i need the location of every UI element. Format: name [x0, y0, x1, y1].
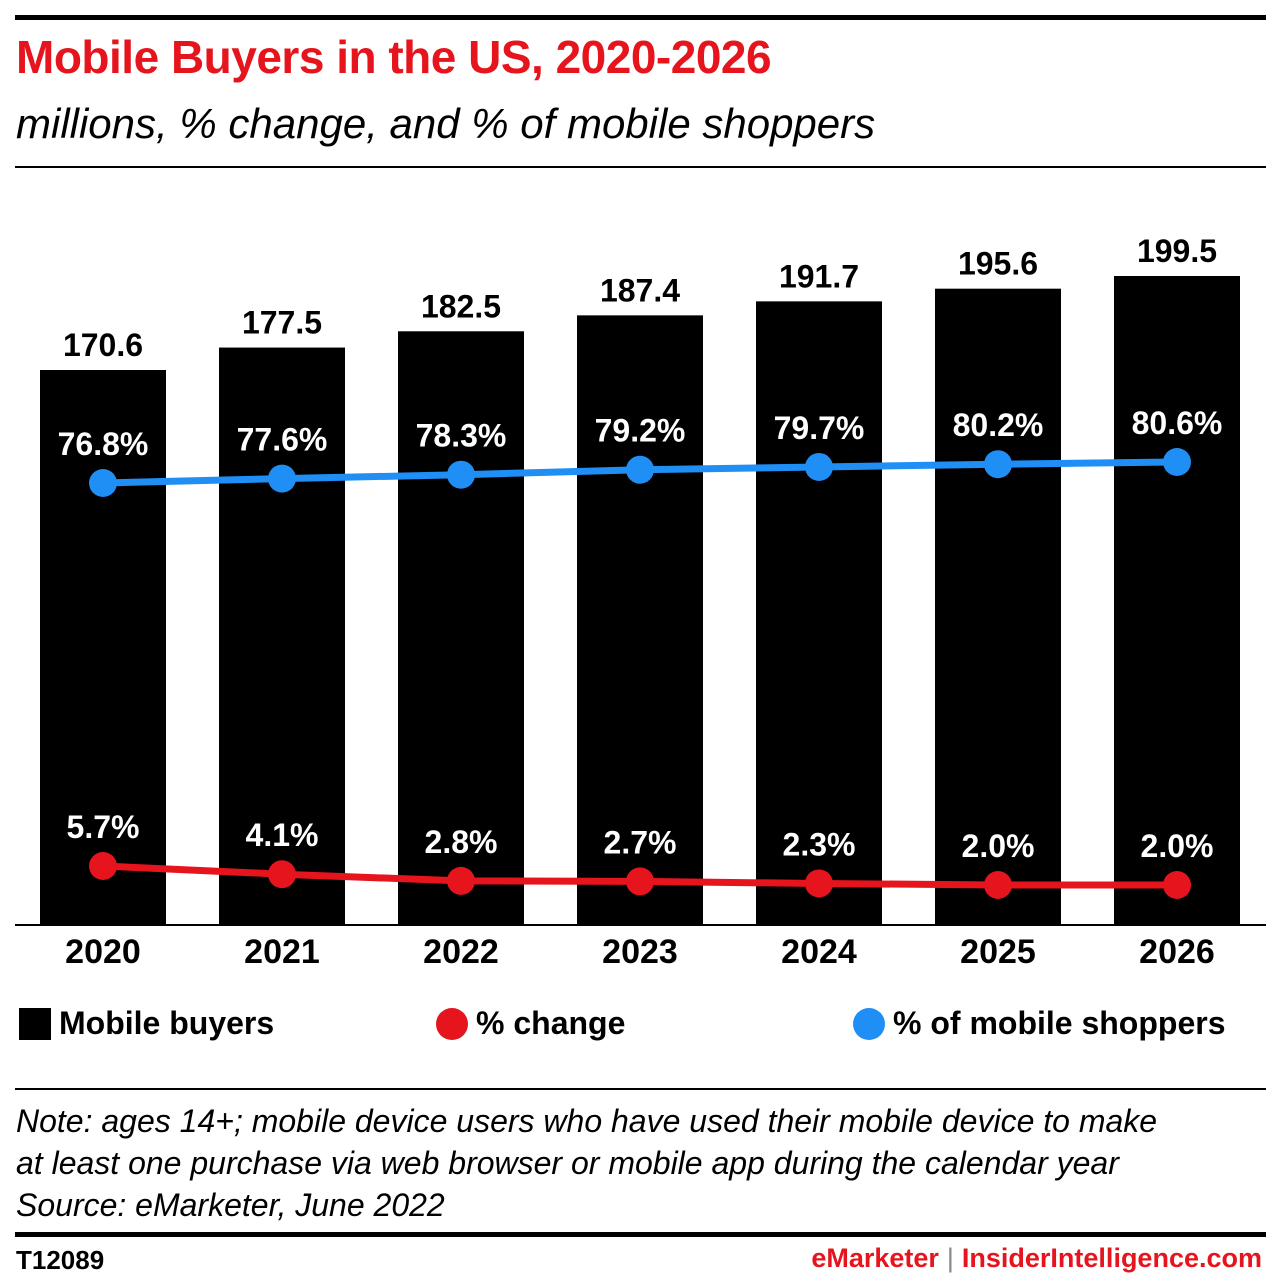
share-label-2025: 80.2%	[953, 407, 1044, 443]
chart-area: 170.6 177.5 182.5 187.4 191.7 195.6 199.5 76.8%…	[15, 233, 1266, 971]
share-point-2025	[984, 450, 1012, 479]
bar-2025	[935, 288, 1061, 925]
change-point-2026	[1163, 871, 1191, 899]
change-label-2023: 2.7%	[604, 824, 677, 860]
chart-note: Note: ages 14+; mobile device users who …	[16, 1100, 1157, 1226]
note-line-2: at least one purchase via web browser or…	[16, 1145, 1119, 1181]
share-label-2022: 78.3%	[416, 418, 507, 454]
bar-value-label-2022: 182.5	[421, 288, 501, 324]
bar-2022	[398, 331, 524, 925]
bar-value-label-2026: 199.5	[1137, 233, 1217, 269]
legend-label-share: % of mobile shoppers	[893, 1005, 1226, 1041]
change-label-2025: 2.0%	[962, 828, 1035, 864]
x-tick-label-2026: 2026	[1139, 933, 1215, 971]
change-label-2020: 5.7%	[67, 809, 140, 845]
change-label-2024: 2.3%	[783, 826, 856, 862]
legend-label-change: % change	[476, 1005, 626, 1041]
share-point-2024	[805, 452, 833, 481]
x-axis-baseline	[15, 924, 1266, 926]
change-point-2025	[984, 871, 1012, 899]
share-label-2020: 76.8%	[58, 426, 149, 462]
x-tick-label-2025: 2025	[960, 933, 1036, 971]
share-point-2020	[89, 469, 117, 497]
change-point-2021	[268, 860, 296, 889]
share-label-2024: 79.7%	[774, 410, 865, 446]
change-point-2023	[626, 867, 654, 896]
header-rule	[15, 166, 1266, 168]
bar-value-label-2025: 195.6	[958, 246, 1038, 282]
legend-blue-dot-icon	[853, 1007, 885, 1040]
top-rule	[15, 15, 1266, 20]
share-label-2026: 80.6%	[1132, 405, 1223, 441]
change-label-2021: 4.1%	[246, 817, 319, 853]
legend-label-buyers: Mobile buyers	[59, 1005, 275, 1041]
legend-item-share: % of mobile shoppers	[853, 1005, 1225, 1042]
chart-id: T12089	[16, 1245, 105, 1275]
bar-2023	[577, 315, 703, 925]
note-source: Source: eMarketer, June 2022	[16, 1187, 445, 1223]
change-label-2022: 2.8%	[425, 824, 498, 860]
legend-item-buyers: Mobile buyers	[19, 1005, 274, 1042]
share-label-2023: 79.2%	[595, 413, 686, 449]
x-tick-label-2023: 2023	[602, 933, 678, 971]
bar-2024	[756, 301, 882, 925]
change-label-2026: 2.0%	[1141, 828, 1214, 864]
change-point-2020	[89, 852, 117, 880]
brand-insider-intelligence: InsiderIntelligence.com	[961, 1243, 1262, 1273]
note-line-1: Note: ages 14+; mobile device users who …	[16, 1103, 1158, 1139]
x-tick-label-2024: 2024	[781, 933, 857, 971]
bar-value-label-2020: 170.6	[63, 327, 143, 363]
footer-rule	[15, 1232, 1266, 1237]
bar-2021	[219, 347, 345, 925]
x-tick-label-2021: 2021	[244, 933, 320, 971]
chart-legend: Mobile buyers % change % of mobile shopp…	[0, 1005, 1280, 1055]
brand-emarketer: eMarketer	[811, 1243, 939, 1273]
share-point-2022	[447, 460, 475, 489]
bar-2020	[40, 370, 166, 925]
bar-2026	[1114, 276, 1240, 925]
bar-value-label-2023: 187.4	[600, 272, 680, 308]
bar-value-label-2021: 177.5	[242, 305, 322, 341]
share-point-2023	[626, 455, 654, 484]
legend-red-dot-icon	[436, 1007, 468, 1040]
share-point-2021	[268, 464, 296, 493]
legend-square-icon	[19, 1007, 51, 1040]
x-tick-label-2022: 2022	[423, 933, 499, 971]
change-point-2024	[805, 869, 833, 898]
x-tick-label-2020: 2020	[65, 933, 141, 971]
legend-item-change: % change	[436, 1005, 625, 1042]
chart-title: Mobile Buyers in the US, 2020-2026	[16, 31, 772, 83]
change-point-2022	[447, 866, 475, 895]
note-rule	[15, 1088, 1266, 1090]
brand-separator: |	[946, 1243, 954, 1273]
bar-value-label-2024: 191.7	[779, 258, 859, 294]
chart-subtitle: millions, % change, and % of mobile shop…	[16, 100, 876, 147]
share-point-2026	[1163, 448, 1191, 476]
share-label-2021: 77.6%	[237, 422, 328, 458]
footer-brand: eMarketer | InsiderIntelligence.com	[811, 1243, 1262, 1274]
